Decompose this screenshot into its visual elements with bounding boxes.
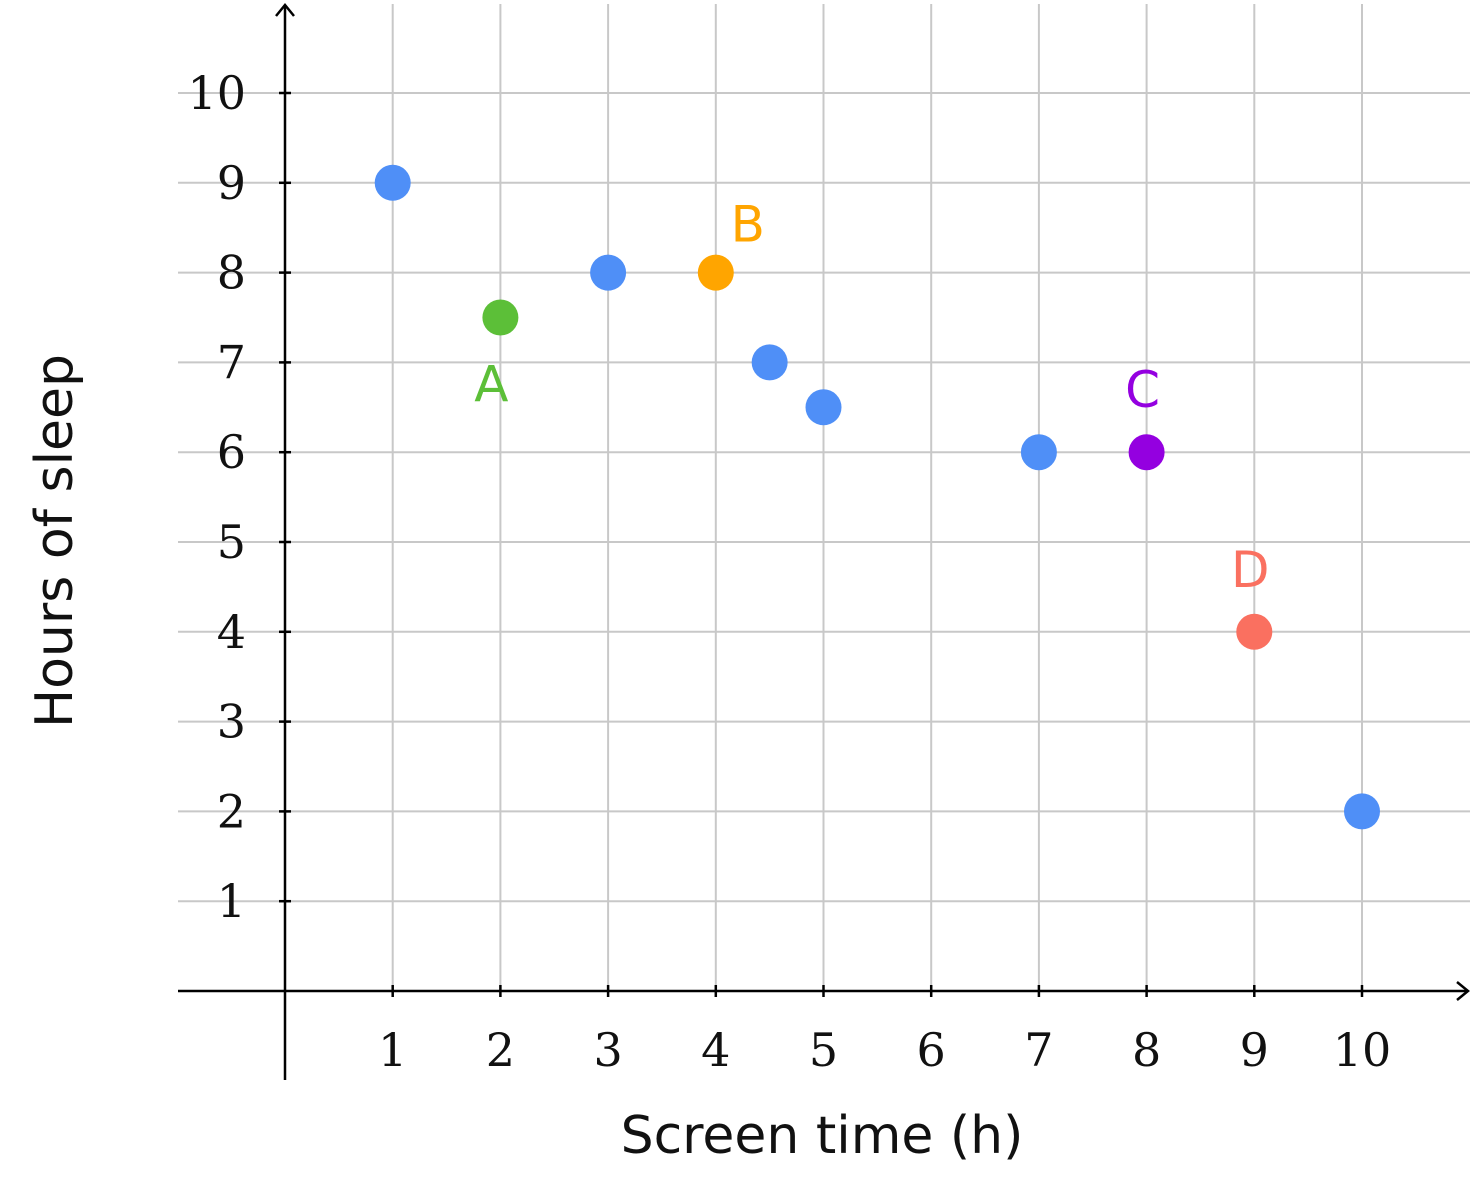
point-label-d: D: [1231, 541, 1270, 599]
y-tick-label-5: 5: [217, 515, 246, 569]
y-tick-label-2: 2: [217, 784, 246, 838]
x-tick-label-8: 8: [1132, 1023, 1161, 1077]
x-tick-label-10: 10: [1333, 1023, 1392, 1077]
x-tick-label-3: 3: [593, 1023, 622, 1077]
point-labels: A B C D: [474, 196, 1269, 599]
y-tick-label-3: 3: [217, 695, 246, 749]
y-tick-labels: 1 2 3 4 5 6 7 8 9 10: [187, 66, 291, 928]
x-tick-label-4: 4: [701, 1023, 730, 1077]
data-point-b: [697, 254, 734, 291]
point-label-c: C: [1125, 361, 1160, 419]
data-point-a: [482, 299, 519, 336]
data-point-0: [374, 164, 411, 201]
y-tick-label-9: 9: [217, 156, 246, 210]
y-tick-label-6: 6: [217, 425, 246, 479]
data-point-c: [1128, 434, 1165, 471]
data-point-d: [1236, 613, 1273, 650]
y-axis-arrow: [275, 3, 295, 17]
data-point-4: [751, 344, 788, 381]
data-point-5: [805, 389, 842, 426]
data-point-6: [1020, 434, 1057, 471]
x-axis-arrow: [1456, 981, 1470, 1001]
grid: [178, 4, 1470, 991]
x-tick-label-6: 6: [917, 1023, 946, 1077]
x-tick-label-7: 7: [1024, 1023, 1053, 1077]
data-points: [374, 164, 1380, 830]
x-tick-label-9: 9: [1240, 1023, 1269, 1077]
data-point-9: [1344, 793, 1380, 830]
y-tick-label-10: 10: [187, 66, 246, 120]
data-point-2: [590, 254, 627, 291]
point-label-b: B: [731, 196, 765, 254]
x-axis-label: Screen time (h): [621, 1106, 1024, 1166]
x-tick-label-2: 2: [486, 1023, 515, 1077]
x-tick-labels: 1 2 3 4 5 6 7 8 9 10: [378, 985, 1391, 1077]
x-tick-label-1: 1: [378, 1023, 407, 1077]
y-axis-label: Hours of sleep: [25, 354, 85, 728]
point-label-a: A: [474, 356, 508, 414]
x-tick-label-5: 5: [809, 1023, 838, 1077]
y-tick-label-1: 1: [217, 874, 246, 928]
y-tick-label-7: 7: [217, 335, 246, 389]
y-tick-label-8: 8: [217, 246, 246, 300]
y-tick-label-4: 4: [217, 605, 246, 659]
